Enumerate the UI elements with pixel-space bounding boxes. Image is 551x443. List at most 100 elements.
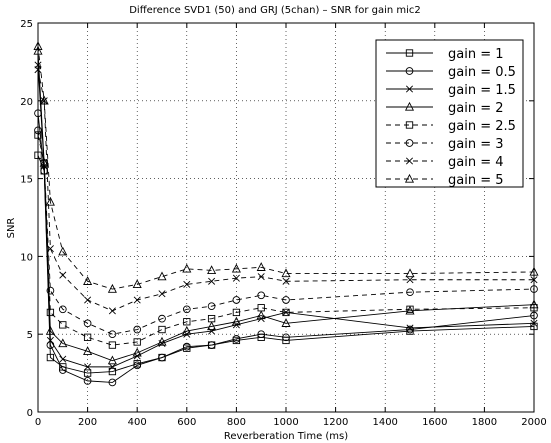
data-point	[207, 314, 216, 323]
data-point	[108, 367, 117, 376]
y-tick-label: 25	[20, 19, 33, 30]
legend-item: gain = 0.5	[386, 65, 516, 80]
series-8	[33, 41, 539, 293]
data-point	[256, 310, 266, 320]
data-point	[282, 333, 290, 342]
legend-marker	[405, 139, 414, 147]
series-line	[37, 50, 535, 362]
series-line	[37, 69, 534, 312]
data-point	[157, 336, 167, 346]
data-point	[83, 346, 93, 355]
y-tick-label: 5	[27, 330, 33, 341]
data-point	[257, 291, 266, 300]
data-point	[257, 330, 266, 339]
data-point	[59, 321, 67, 329]
data-point	[231, 263, 241, 273]
data-point	[158, 353, 166, 362]
x-tick-label: 1200	[323, 417, 348, 428]
data-point	[183, 318, 191, 326]
data-point	[158, 290, 166, 298]
data-point	[133, 361, 142, 370]
data-point	[257, 304, 265, 312]
data-point	[58, 338, 68, 348]
data-point	[83, 369, 92, 377]
y-tick-label: 10	[20, 252, 33, 263]
series-line	[37, 134, 535, 346]
data-point	[232, 335, 241, 343]
legend-label: gain = 1.5	[448, 83, 516, 98]
data-point	[133, 338, 141, 346]
data-point	[405, 268, 415, 278]
legend-label: gain = 1	[448, 47, 504, 62]
data-point	[58, 366, 67, 374]
data-point	[257, 273, 265, 281]
data-point	[208, 277, 216, 285]
y-tick-label: 20	[20, 97, 33, 108]
data-point	[182, 305, 191, 314]
data-point	[46, 286, 55, 295]
chart-title: Difference SVD1 (50) and GRJ (5chan) – S…	[129, 5, 421, 16]
x-tick-label: 1400	[372, 417, 397, 428]
data-point	[59, 355, 67, 363]
data-point	[107, 355, 117, 365]
legend: gain = 1 gain = 0.5 gain = 1.5 gain = 2 gain…	[375, 39, 524, 188]
data-point	[45, 196, 55, 206]
data-point	[405, 305, 415, 315]
legend-box	[375, 39, 524, 188]
data-point	[157, 271, 167, 281]
data-point	[232, 296, 241, 304]
data-point	[183, 280, 191, 288]
data-point	[108, 378, 117, 387]
y-tick-label: 15	[20, 175, 33, 186]
data-point	[58, 305, 67, 314]
legend-item: gain = 4	[386, 155, 504, 170]
data-point	[83, 333, 92, 341]
data-point	[282, 308, 290, 316]
data-point	[406, 305, 414, 313]
data-point	[281, 318, 291, 327]
data-point	[530, 319, 538, 327]
x-tick-label: 800	[227, 417, 246, 428]
legend-label: gain = 5	[448, 173, 504, 188]
data-point	[232, 308, 241, 317]
data-point	[46, 245, 54, 253]
legend-item: gain = 3	[386, 137, 504, 152]
data-point	[132, 347, 142, 357]
x-axis-label: Reverberation Time (ms)	[224, 431, 348, 442]
data-point	[256, 262, 266, 271]
data-point	[182, 263, 192, 273]
data-point	[281, 268, 291, 278]
legend-item: gain = 2	[386, 101, 504, 116]
x-tick-label: 1600	[422, 417, 447, 428]
data-point	[207, 341, 216, 349]
data-point	[107, 283, 117, 293]
x-tick-label: 1800	[472, 417, 497, 428]
legend-marker	[405, 121, 414, 129]
data-point	[83, 319, 92, 328]
data-point	[530, 311, 538, 320]
data-point	[108, 330, 117, 339]
x-tick-label: 200	[78, 417, 97, 428]
data-point	[39, 95, 49, 105]
data-point	[530, 276, 538, 284]
x-tick-label: 600	[177, 417, 196, 428]
data-point	[84, 296, 92, 304]
data-point	[182, 325, 192, 335]
data-point	[158, 314, 166, 323]
y-axis-label: SNR	[6, 218, 17, 239]
series-line	[37, 46, 535, 290]
data-point	[207, 302, 216, 311]
legend-label: gain = 3	[448, 137, 504, 152]
data-point	[529, 266, 539, 276]
data-point	[158, 325, 166, 334]
data-point	[84, 363, 92, 371]
legend-item: gain = 1	[386, 47, 504, 62]
legend-marker	[405, 67, 414, 75]
legend-marker	[405, 157, 414, 165]
x-tick-label: 0	[35, 417, 41, 428]
data-point	[207, 265, 217, 275]
data-point	[133, 296, 141, 304]
data-point	[45, 325, 55, 335]
data-point	[59, 271, 67, 279]
